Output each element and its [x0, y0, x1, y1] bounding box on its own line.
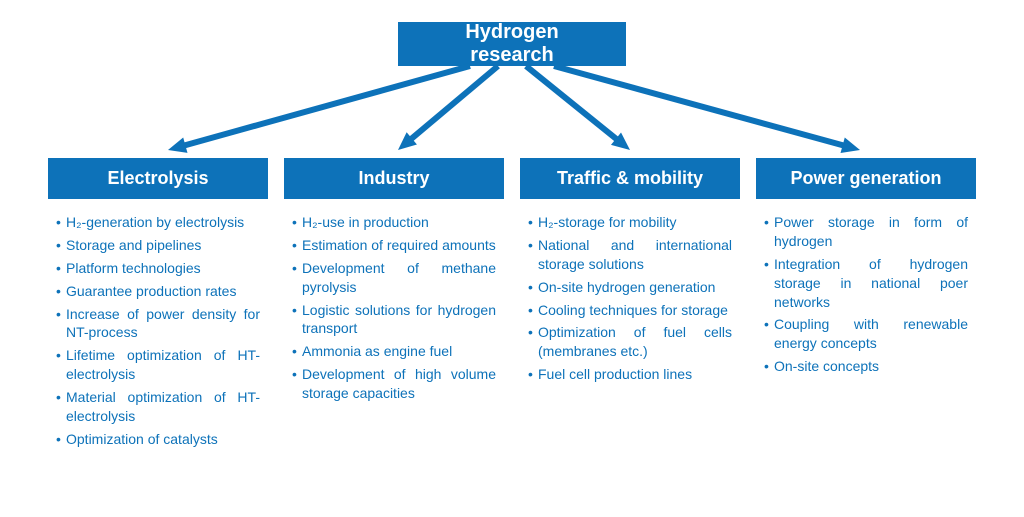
- column-header-power-generation: Power generation: [756, 158, 976, 199]
- list-item: H₂-use in production: [292, 213, 496, 232]
- item-list: H₂-use in production Estimation of requir…: [292, 213, 496, 403]
- column-header-traffic-mobility: Traffic & mobility: [520, 158, 740, 199]
- list-item: Fuel cell production lines: [528, 365, 732, 384]
- list-item: Development of high volume storage capac…: [292, 365, 496, 403]
- list-item: Storage and pipelines: [56, 236, 260, 255]
- column-title: Electrolysis: [107, 168, 208, 188]
- list-item: On-site concepts: [764, 357, 968, 376]
- column-header-industry: Industry: [284, 158, 504, 199]
- list-item: National and international storage solut…: [528, 236, 732, 274]
- column-body: H₂-generation by electrolysis Storage and…: [48, 199, 268, 461]
- arrow-line: [406, 66, 498, 143]
- item-list: H₂-storage for mobility National and inte…: [528, 213, 732, 384]
- list-item: H₂-generation by electrolysis: [56, 213, 260, 232]
- list-item: Integration of hydrogen storage in natio…: [764, 255, 968, 312]
- arrow-head: [841, 138, 860, 153]
- list-item: Power storage in form of hydrogen: [764, 213, 968, 251]
- column-header-electrolysis: Electrolysis: [48, 158, 268, 199]
- column-title: Traffic & mobility: [557, 168, 703, 188]
- root-node: Hydrogen research: [398, 22, 626, 66]
- list-item: Development of methane pyrolysis: [292, 259, 496, 297]
- arrow-line: [526, 66, 622, 143]
- column-industry: Industry H₂-use in production Estimation …: [284, 158, 504, 461]
- list-item: Lifetime optimization of HT-electrolysis: [56, 346, 260, 384]
- arrow-head: [398, 132, 417, 150]
- column-power-generation: Power generation Power storage in form o…: [756, 158, 976, 461]
- list-item: Optimization of catalysts: [56, 430, 260, 449]
- column-traffic-mobility: Traffic & mobility H₂-storage for mobili…: [520, 158, 740, 461]
- list-item: Ammonia as engine fuel: [292, 342, 496, 361]
- column-body: Power storage in form of hydrogen Integra…: [756, 199, 976, 388]
- list-item: Coupling with renewable energy concepts: [764, 315, 968, 353]
- list-item: H₂-storage for mobility: [528, 213, 732, 232]
- arrow-head: [611, 132, 630, 150]
- list-item: On-site hydrogen generation: [528, 278, 732, 297]
- column-title: Power generation: [790, 168, 941, 188]
- list-item: Material optimization of HT-electrolysis: [56, 388, 260, 426]
- column-electrolysis: Electrolysis H₂-generation by electrolys…: [48, 158, 268, 461]
- column-body: H₂-use in production Estimation of requir…: [284, 199, 504, 415]
- list-item: Logistic solutions for hydrogen transpor…: [292, 301, 496, 339]
- list-item: Guarantee production rates: [56, 282, 260, 301]
- item-list: H₂-generation by electrolysis Storage and…: [56, 213, 260, 449]
- column-title: Industry: [358, 168, 429, 188]
- list-item: Platform technologies: [56, 259, 260, 278]
- root-label: Hydrogen research: [422, 21, 602, 67]
- arrow-line: [554, 66, 850, 147]
- arrow-head: [168, 137, 187, 152]
- item-list: Power storage in form of hydrogen Integra…: [764, 213, 968, 376]
- column-body: H₂-storage for mobility National and inte…: [520, 199, 740, 396]
- arrow-line: [178, 66, 470, 147]
- list-item: Cooling techniques for storage: [528, 301, 732, 320]
- list-item: Increase of power density for NT-process: [56, 305, 260, 343]
- list-item: Estimation of required amounts: [292, 236, 496, 255]
- list-item: Optimization of fuel cells (membranes et…: [528, 323, 732, 361]
- columns-container: Electrolysis H₂-generation by electrolys…: [48, 158, 976, 461]
